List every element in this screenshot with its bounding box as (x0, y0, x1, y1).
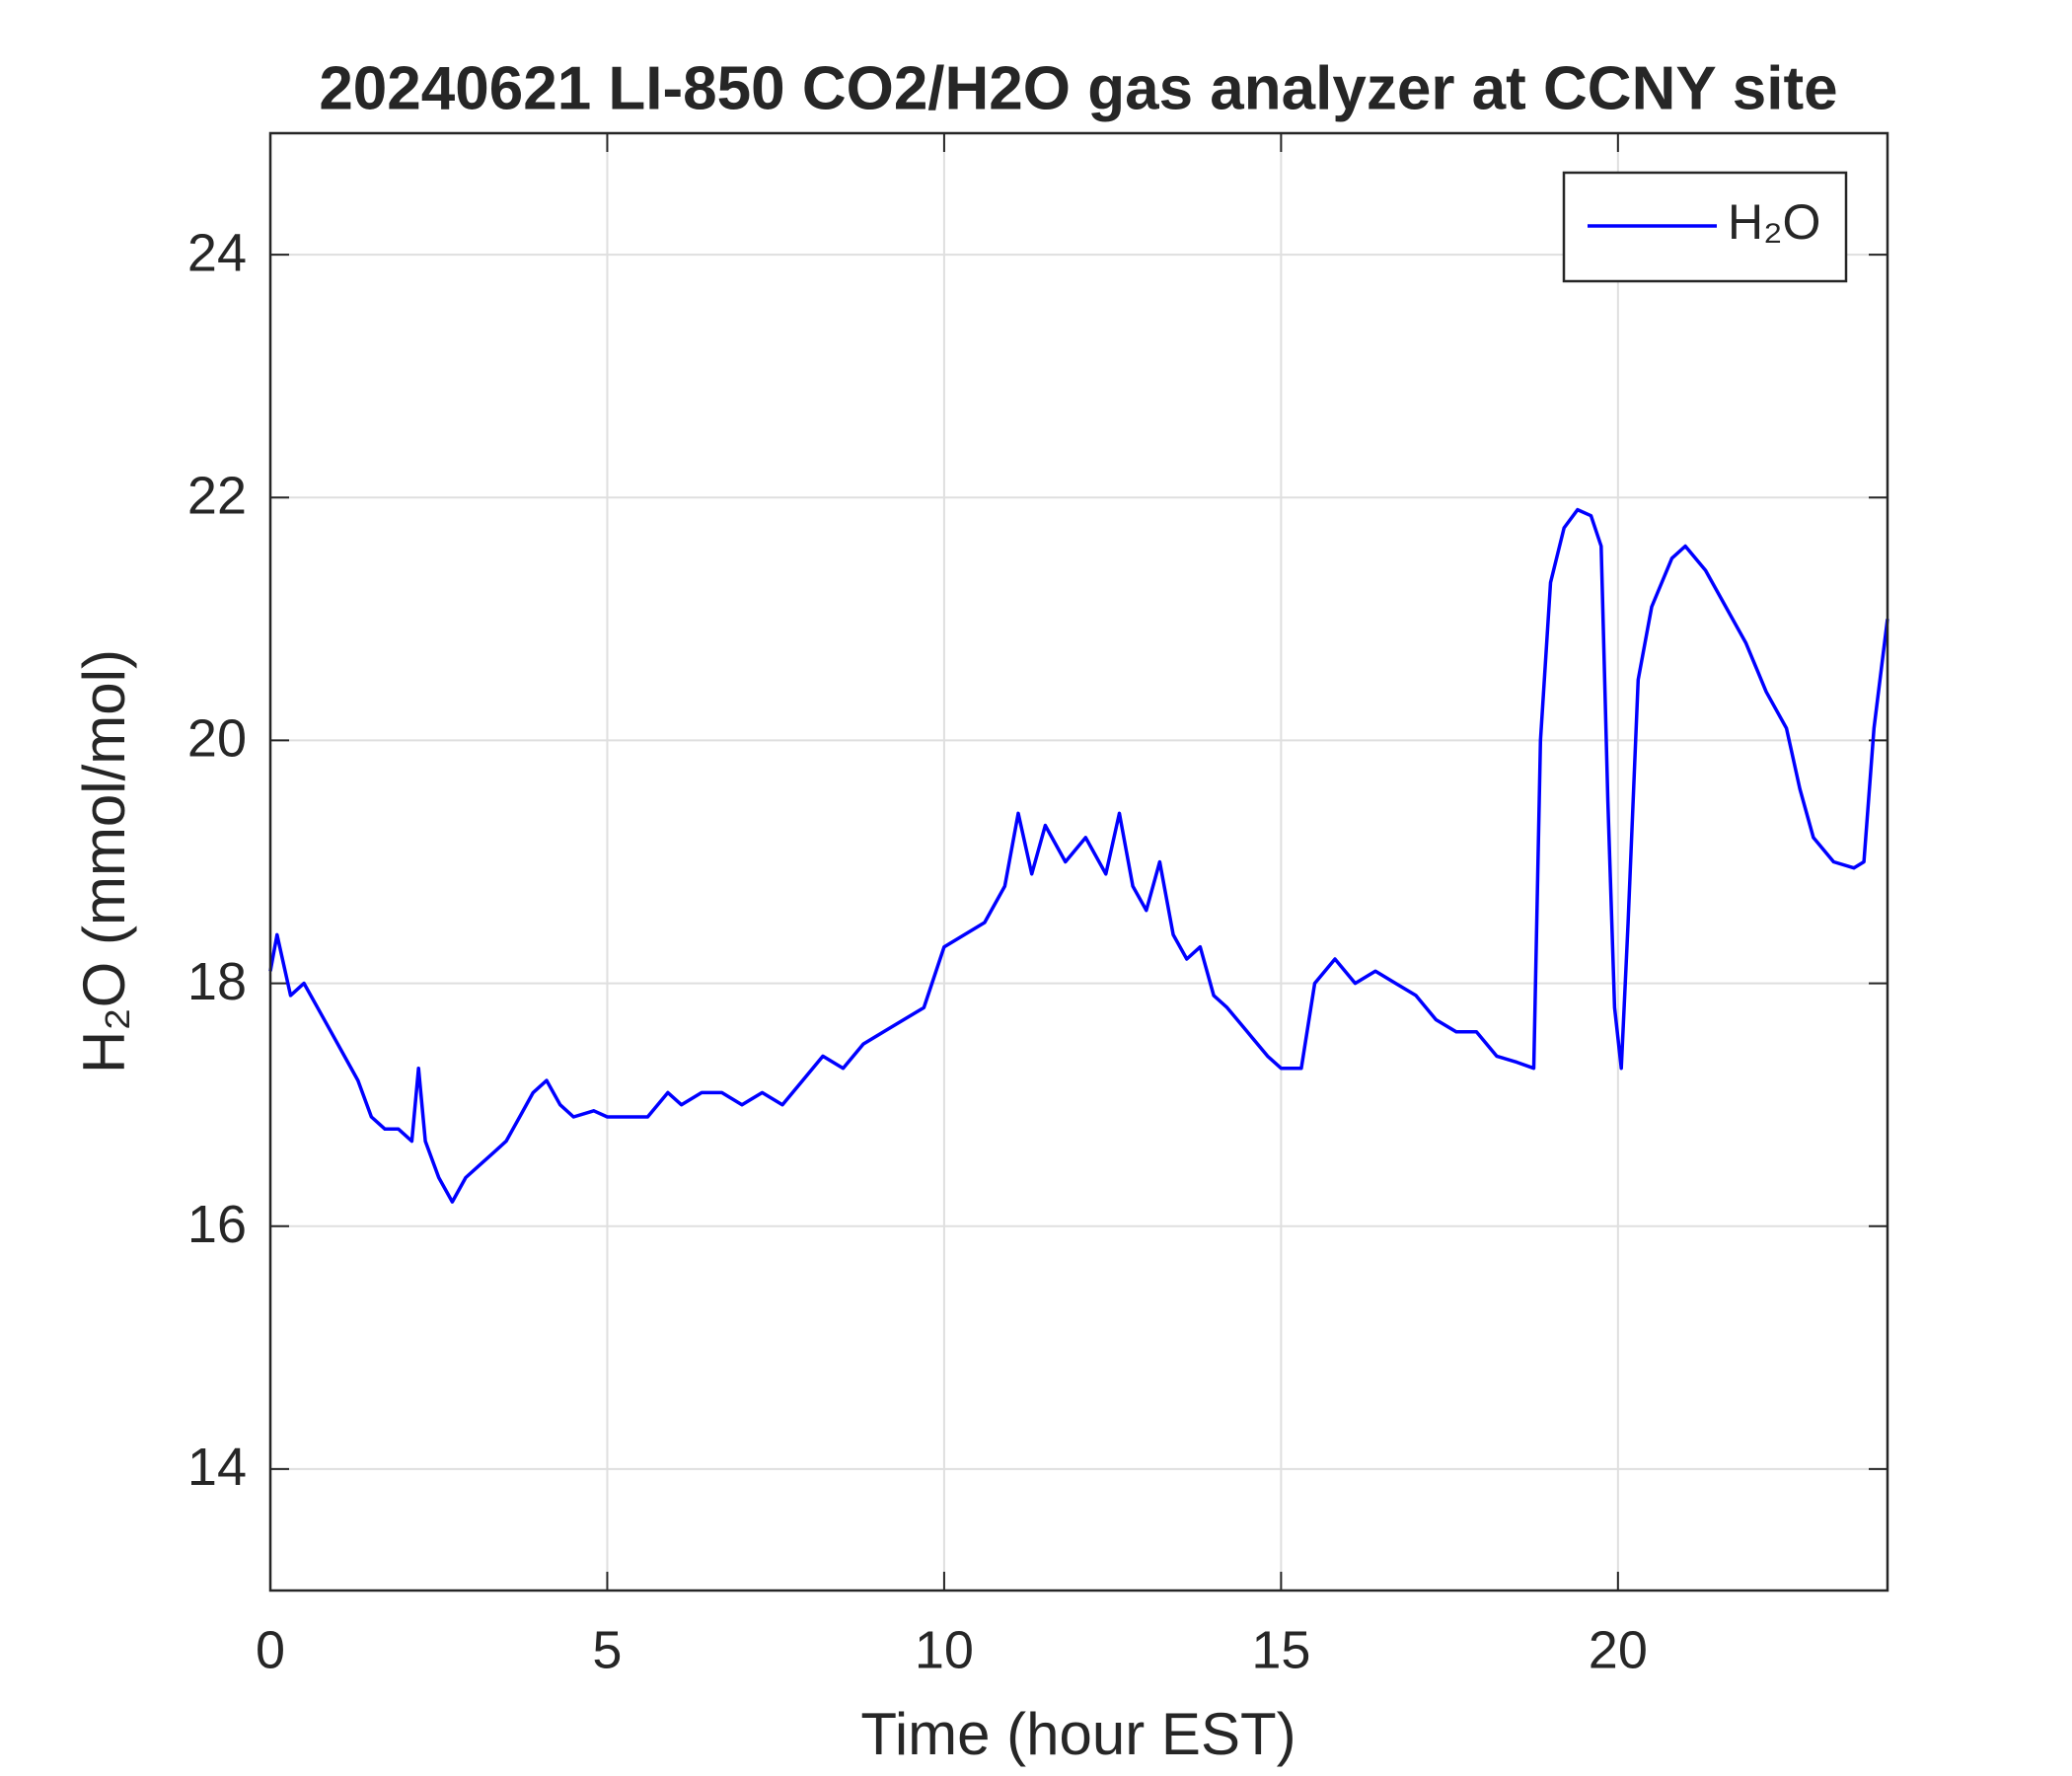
y-tick-label: 22 (187, 467, 247, 526)
x-tick-label: 15 (1251, 1620, 1310, 1679)
y-tick-label: 14 (187, 1438, 247, 1497)
plot-area (270, 133, 1887, 1591)
legend-label: H₂O (1728, 194, 1820, 250)
y-tick-label: 18 (187, 952, 247, 1011)
chart-title: 20240621 LI-850 CO2/H2O gas analyzer at … (319, 54, 1837, 122)
x-axis-label: Time (hour EST) (860, 1701, 1295, 1767)
x-tick-label: 0 (256, 1620, 285, 1679)
x-tick-label: 10 (915, 1620, 974, 1679)
y-tick-label: 24 (187, 223, 247, 282)
y-axis-label: H₂O (mmol/mol) (71, 649, 137, 1073)
y-tick-label: 20 (187, 709, 247, 769)
x-tick-label: 5 (592, 1620, 622, 1679)
axes-box (268, 131, 1889, 1592)
y-tick-label: 16 (187, 1195, 247, 1254)
x-tick-label: 20 (1589, 1620, 1648, 1679)
data-line (268, 507, 1889, 1204)
